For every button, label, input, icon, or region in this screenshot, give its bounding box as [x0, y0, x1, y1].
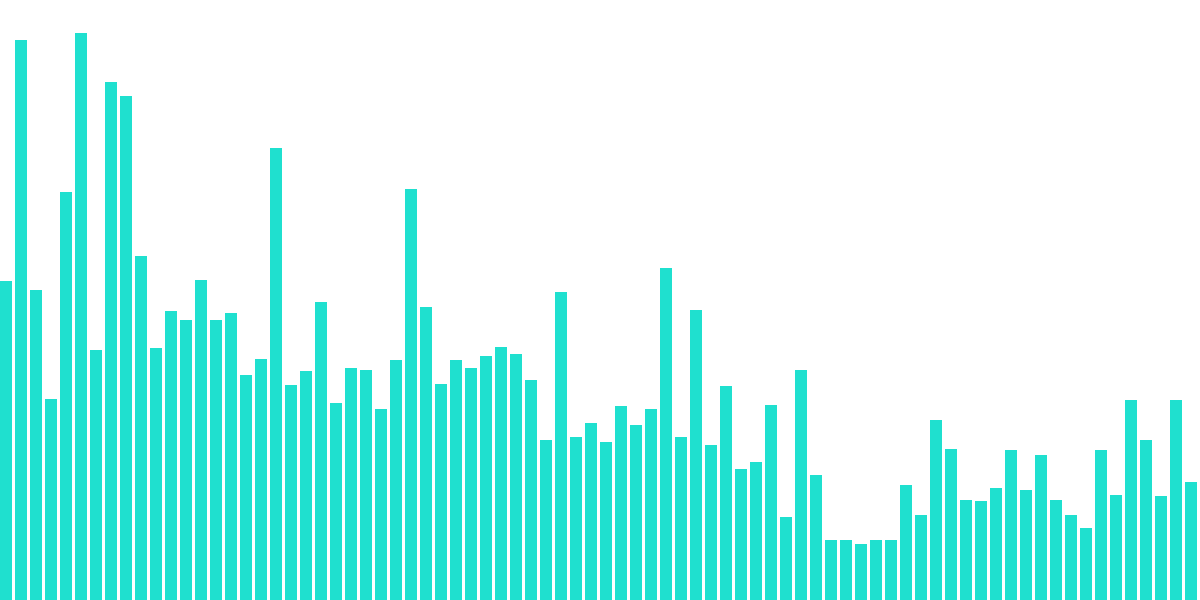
bar	[15, 40, 27, 600]
bar	[30, 290, 42, 600]
bar	[945, 449, 957, 600]
bar	[1170, 400, 1182, 600]
bar	[1035, 455, 1047, 600]
bar	[60, 192, 72, 600]
bar	[90, 350, 102, 600]
bar	[765, 405, 777, 600]
bar	[570, 437, 582, 600]
bar	[255, 359, 267, 600]
bar	[375, 409, 387, 600]
bar	[900, 485, 912, 600]
bar	[150, 348, 162, 600]
bar	[720, 386, 732, 600]
bar	[1065, 515, 1077, 600]
bar	[1155, 496, 1167, 600]
bar	[405, 189, 417, 600]
bar	[1185, 482, 1197, 600]
bar	[360, 370, 372, 600]
bar	[240, 375, 252, 600]
bar	[195, 280, 207, 600]
bar	[1140, 440, 1152, 600]
bar	[390, 360, 402, 600]
bar	[495, 347, 507, 600]
bar	[645, 409, 657, 600]
bar	[165, 311, 177, 600]
bar	[525, 380, 537, 600]
bar	[330, 403, 342, 600]
bar	[540, 440, 552, 600]
bar	[780, 517, 792, 600]
bar	[45, 399, 57, 600]
bar	[1005, 450, 1017, 600]
bar	[705, 445, 717, 600]
bar	[585, 423, 597, 600]
bar	[1095, 450, 1107, 600]
bar	[690, 310, 702, 600]
bar	[600, 442, 612, 600]
bar	[915, 515, 927, 600]
bar	[930, 420, 942, 600]
bar	[840, 540, 852, 600]
bar	[315, 302, 327, 600]
bar	[555, 292, 567, 600]
bar	[135, 256, 147, 600]
bar	[0, 281, 12, 600]
bar	[450, 360, 462, 600]
bar	[1020, 490, 1032, 600]
bar	[75, 33, 87, 600]
bar	[120, 96, 132, 600]
bar	[750, 462, 762, 600]
bar	[825, 540, 837, 600]
bar	[420, 307, 432, 600]
bar	[225, 313, 237, 600]
bar	[615, 406, 627, 600]
bar	[855, 544, 867, 600]
bar	[270, 148, 282, 600]
bar	[795, 370, 807, 600]
bar	[870, 540, 882, 600]
bar	[435, 384, 447, 600]
bar	[300, 371, 312, 600]
bar	[675, 437, 687, 600]
bar	[105, 82, 117, 600]
bar	[885, 540, 897, 600]
bar	[630, 425, 642, 600]
bar	[1110, 495, 1122, 600]
bar	[1125, 400, 1137, 600]
bar	[660, 268, 672, 600]
bar	[180, 320, 192, 600]
bar	[990, 488, 1002, 600]
bar	[1080, 528, 1092, 600]
bar	[510, 354, 522, 600]
bar	[810, 475, 822, 600]
bar	[465, 368, 477, 600]
bar	[975, 501, 987, 600]
bar	[1050, 500, 1062, 600]
bar	[735, 469, 747, 600]
bar	[285, 385, 297, 600]
bar-chart	[0, 0, 1200, 600]
bar	[210, 320, 222, 600]
bar	[480, 356, 492, 600]
bar	[345, 368, 357, 600]
bar	[960, 500, 972, 600]
